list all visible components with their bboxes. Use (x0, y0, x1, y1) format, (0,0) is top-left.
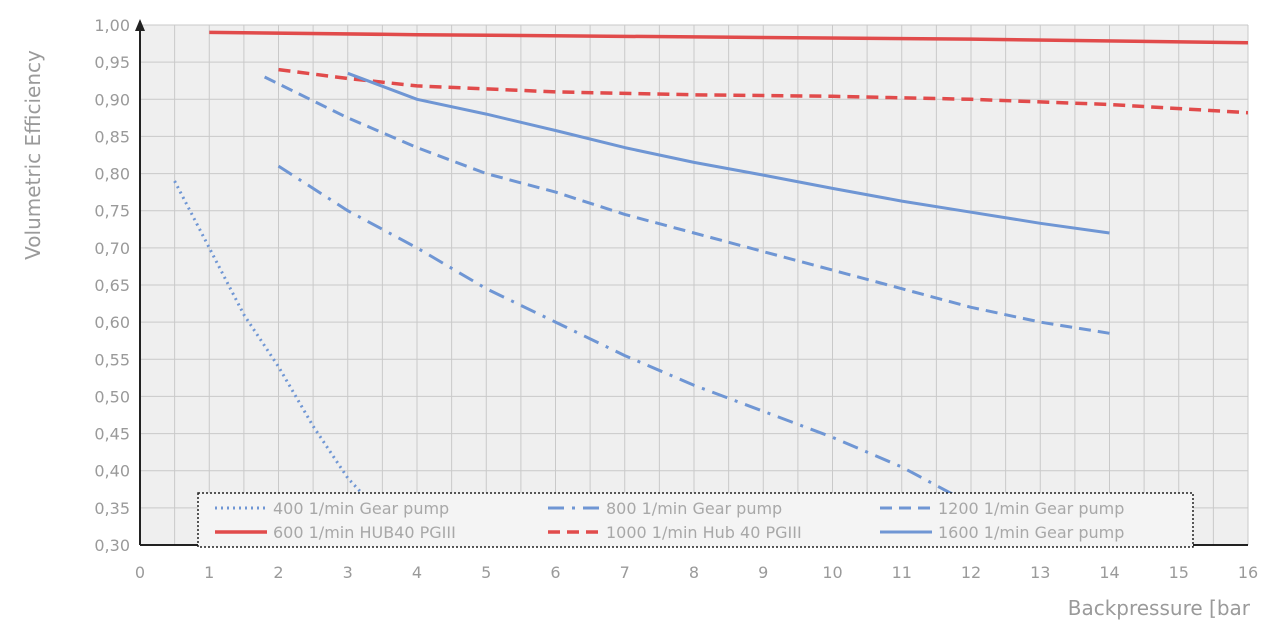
series-line-4 (209, 30, 1248, 45)
legend-label: 1000 1/min Hub 40 PGIII (606, 523, 802, 542)
y-tick-label: 0,60 (94, 313, 130, 332)
legend-label: 400 1/min Gear pump (273, 499, 449, 518)
x-tick-label: 6 (550, 563, 560, 582)
y-tick-label: 0,95 (94, 53, 130, 72)
x-tick-label: 11 (892, 563, 912, 582)
y-tick-label: 0,35 (94, 499, 130, 518)
legend: 400 1/min Gear pump 800 1/min Gear pump 12… (197, 492, 1194, 548)
y-tick-label: 0,40 (94, 462, 130, 481)
y-axis-arrow-icon (135, 19, 145, 31)
x-tick-label: 10 (822, 563, 842, 582)
legend-label: 800 1/min Gear pump (606, 499, 782, 518)
y-tick-label: 0,80 (94, 165, 130, 184)
legend-label: 600 1/min HUB40 PGIII (273, 523, 456, 542)
x-tick-label: 14 (1099, 563, 1119, 582)
legend-label: 1600 1/min Gear pump (938, 523, 1124, 542)
legend-label: 1200 1/min Gear pump (938, 499, 1124, 518)
x-tick-label: 3 (343, 563, 353, 582)
y-tick-label: 0,55 (94, 350, 130, 369)
x-tick-label: 12 (961, 563, 981, 582)
series-line-3 (263, 75, 1110, 335)
y-tick-label: 0,45 (94, 425, 130, 444)
x-tick-labels: 0 1 2 3 4 5 6 7 8 9 10 11 12 13 14 15 16 (135, 563, 1258, 582)
x-tick-label: 13 (1030, 563, 1050, 582)
series-layer (173, 30, 1248, 502)
series-line-6 (347, 71, 1110, 235)
series-line-2 (277, 164, 958, 499)
x-tick-label: 4 (412, 563, 422, 582)
y-tick-label: 0,70 (94, 239, 130, 258)
x-tick-label: 15 (1169, 563, 1189, 582)
x-tick-label: 0 (135, 563, 145, 582)
y-tick-label: 0,90 (94, 90, 130, 109)
grid-lines (140, 24, 1249, 545)
x-tick-label: 9 (758, 563, 768, 582)
y-tick-label: 0,75 (94, 202, 130, 221)
x-axis-title: Backpressure [bar (1068, 596, 1251, 620)
y-tick-label: 0,65 (94, 276, 130, 295)
legend-box (197, 492, 1194, 548)
y-tick-label: 1,00 (94, 16, 130, 35)
y-axis-title: Volumetric Efficiency (21, 50, 45, 260)
x-tick-label: 5 (481, 563, 491, 582)
y-tick-label: 0,85 (94, 127, 130, 146)
x-tick-label: 8 (689, 563, 699, 582)
series-line-5 (278, 67, 1248, 115)
x-tick-label: 2 (273, 563, 283, 582)
x-tick-label: 1 (204, 563, 214, 582)
x-tick-label: 16 (1238, 563, 1258, 582)
x-tick-label: 7 (620, 563, 630, 582)
y-tick-labels: 0,30 0,35 0,40 0,45 0,50 0,55 0,60 0,65 0,70 0,75… (94, 16, 130, 555)
y-tick-label: 0,50 (94, 387, 130, 406)
y-tick-label: 0,30 (94, 536, 130, 555)
